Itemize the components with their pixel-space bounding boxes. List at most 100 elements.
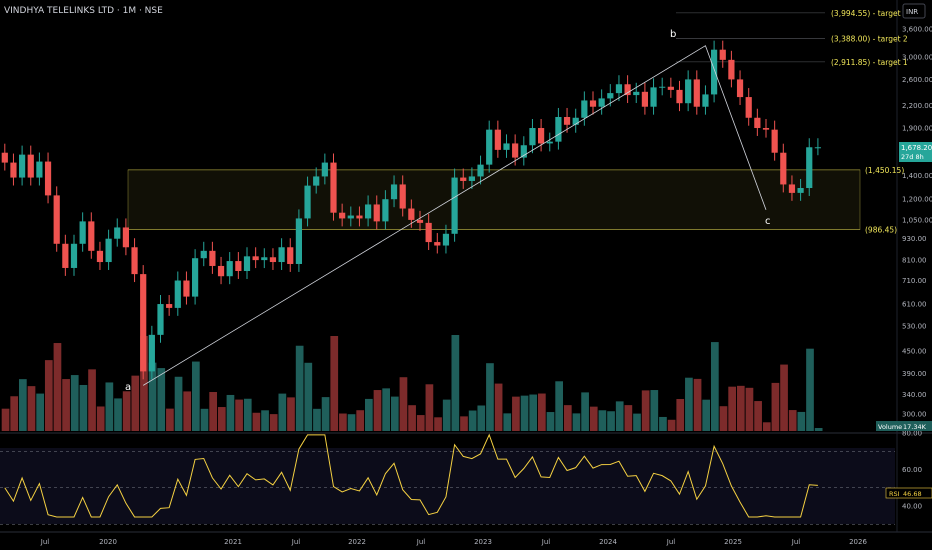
volume-bar — [330, 336, 339, 431]
candle — [157, 304, 164, 335]
volume-bar — [287, 397, 295, 431]
rsi-value: 46.68 — [903, 490, 922, 498]
volume-bar — [736, 385, 745, 431]
volume-bar — [494, 383, 503, 431]
price-axis-label: 1,200.00 — [902, 196, 932, 204]
candle — [243, 256, 251, 272]
time-axis-label: 2023 — [474, 538, 492, 546]
volume-bar — [313, 408, 321, 431]
volume-bar — [114, 398, 122, 431]
level-label: (2,911.85) - target 1 — [831, 58, 908, 67]
volume-bar — [685, 377, 693, 431]
candle — [615, 84, 623, 94]
volume-bar — [408, 405, 416, 431]
candle — [235, 261, 242, 272]
candle — [278, 247, 285, 263]
candle — [806, 147, 813, 189]
candle — [728, 59, 735, 80]
volume-bar — [745, 387, 754, 431]
candle — [217, 265, 225, 277]
candle — [451, 177, 458, 234]
volume-bar — [105, 382, 114, 431]
candle — [512, 143, 519, 158]
wave-line — [142, 45, 767, 386]
candle — [131, 247, 138, 275]
candle — [563, 117, 571, 125]
candle — [27, 154, 34, 178]
candle — [468, 176, 475, 181]
volume-bar — [235, 399, 243, 431]
wave-label-a: a — [125, 382, 131, 393]
volume-bar — [356, 410, 365, 431]
time-axis-label: Jul — [541, 538, 551, 546]
time-axis-label: Jul — [40, 538, 50, 546]
price-axis-label: 2,600.00 — [902, 76, 932, 84]
volume-bar — [806, 348, 814, 431]
time-axis-label: Jul — [666, 538, 676, 546]
volume-bar — [581, 392, 589, 431]
candle — [148, 334, 155, 372]
price-axis-label: 1,900.00 — [902, 125, 932, 133]
wave-label-c: c — [765, 216, 771, 227]
last-price-tag — [899, 142, 932, 162]
candle — [736, 79, 744, 98]
volume-bar — [633, 413, 641, 431]
candle — [581, 100, 588, 118]
candle — [105, 238, 112, 263]
volume-bar — [797, 411, 806, 431]
candle — [122, 227, 129, 248]
price-axis-label: 710.00 — [902, 277, 927, 285]
volume-bar — [200, 408, 209, 431]
volume-bar — [711, 342, 719, 431]
level-label: (3,994.55) - target 3 — [831, 9, 908, 18]
candle — [339, 212, 346, 219]
price-axis-label: 3,600.00 — [902, 26, 932, 34]
candle — [373, 204, 380, 222]
volume-bar — [425, 384, 434, 431]
volume-bar — [659, 416, 667, 431]
price-axis-label: 3,000.00 — [902, 54, 932, 62]
candle — [269, 257, 277, 263]
candle — [598, 98, 605, 107]
volume-bar — [44, 360, 53, 431]
candle — [477, 164, 484, 177]
candle — [382, 199, 389, 222]
candle — [589, 100, 597, 107]
volume-bar — [460, 416, 468, 431]
candle — [390, 184, 398, 200]
time-axis-label: 2020 — [99, 538, 117, 546]
candle — [79, 221, 86, 244]
volume-bar — [10, 396, 19, 431]
volume-bar — [122, 391, 131, 431]
volume-bar — [1, 408, 10, 431]
volume-bar — [226, 394, 235, 431]
rsi-axis-label: 60.00 — [902, 466, 922, 474]
candle — [624, 84, 631, 96]
price-axis-label: 530.00 — [902, 322, 927, 330]
volume-bar — [650, 390, 659, 431]
volume-bar — [88, 369, 96, 431]
time-axis-label: 2026 — [849, 538, 867, 546]
rsi-tag — [885, 487, 932, 499]
volume-bar — [27, 386, 36, 431]
candle — [702, 94, 709, 107]
candle — [399, 184, 406, 209]
price-axis-label: 2,200.00 — [902, 102, 932, 110]
currency-button[interactable] — [902, 3, 926, 19]
volume-bar — [79, 384, 88, 431]
candle — [200, 250, 207, 259]
candle — [321, 162, 328, 177]
time-axis-label: Jul — [291, 538, 301, 546]
candle — [486, 129, 493, 165]
candle — [140, 274, 147, 372]
candle — [650, 87, 657, 107]
candle — [19, 154, 26, 178]
candle — [1, 152, 8, 163]
volume-bar — [676, 399, 685, 431]
volume-bar — [771, 382, 780, 431]
candle — [711, 49, 718, 95]
volume-bar — [555, 381, 563, 431]
volume-value: 17.34K — [903, 423, 927, 431]
